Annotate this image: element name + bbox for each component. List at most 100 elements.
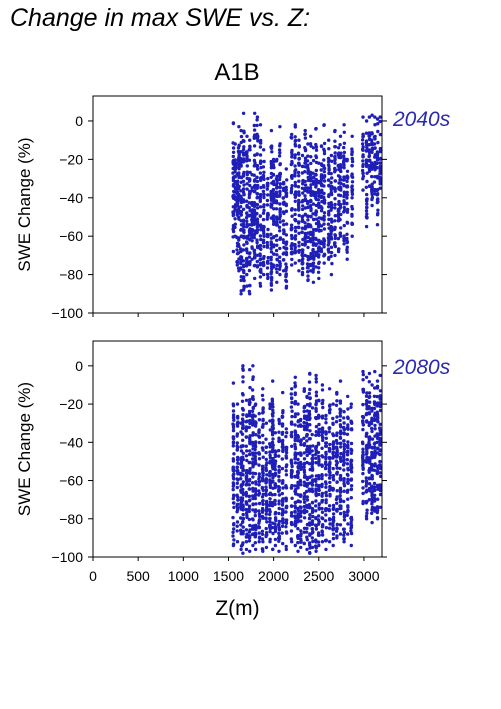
data-point <box>346 449 350 453</box>
data-point <box>375 117 380 121</box>
data-point <box>298 514 303 519</box>
data-point <box>257 472 261 476</box>
data-point <box>278 125 282 129</box>
data-point <box>258 252 262 256</box>
data-point <box>277 537 282 541</box>
data-point <box>231 161 235 165</box>
data-point <box>327 430 331 434</box>
data-point <box>268 497 272 501</box>
data-point <box>329 229 333 233</box>
data-point <box>257 531 261 535</box>
data-point <box>345 458 349 462</box>
data-point <box>342 416 346 420</box>
data-point <box>349 402 353 406</box>
data-point <box>297 259 301 263</box>
data-point <box>308 239 313 243</box>
data-point <box>350 214 354 218</box>
data-point <box>275 243 279 247</box>
data-point <box>231 249 236 254</box>
data-point <box>261 488 265 492</box>
data-point <box>349 520 353 524</box>
data-point <box>301 191 305 195</box>
data-point <box>255 238 259 242</box>
data-point <box>314 446 318 450</box>
data-point <box>257 418 262 422</box>
data-point <box>241 480 245 484</box>
data-point <box>310 449 314 453</box>
data-point <box>284 497 288 501</box>
data-point <box>349 543 353 548</box>
data-point <box>317 459 321 463</box>
data-point <box>258 224 263 228</box>
data-point <box>232 415 236 419</box>
data-point <box>284 209 289 213</box>
data-point <box>364 185 368 189</box>
data-point <box>373 369 377 374</box>
data-point <box>278 202 282 206</box>
data-point <box>289 233 294 238</box>
data-point <box>235 422 239 426</box>
data-point <box>293 169 297 173</box>
data-point <box>361 459 366 464</box>
data-point <box>281 238 285 242</box>
data-point <box>245 532 249 536</box>
data-point <box>375 379 380 383</box>
data-point <box>328 480 332 485</box>
data-point <box>305 535 309 539</box>
data-point <box>244 547 249 552</box>
data-point <box>378 485 383 490</box>
data-point <box>253 414 257 418</box>
data-point <box>254 421 258 425</box>
data-point <box>350 185 354 189</box>
data-point <box>259 185 263 190</box>
data-point <box>290 257 294 262</box>
data-point <box>297 240 301 245</box>
data-point <box>231 543 236 548</box>
data-point <box>257 440 262 445</box>
data-point <box>255 265 260 269</box>
data-point <box>265 187 269 191</box>
data-point <box>239 175 243 179</box>
data-point <box>277 225 282 229</box>
data-point <box>270 150 274 154</box>
data-point <box>372 464 377 468</box>
data-point <box>317 266 321 270</box>
data-point <box>265 232 270 237</box>
data-point <box>306 239 310 244</box>
data-point <box>308 423 312 427</box>
data-point <box>378 132 383 137</box>
data-point <box>335 501 339 505</box>
data-point <box>239 163 243 167</box>
data-point <box>334 420 339 424</box>
data-point <box>240 520 245 524</box>
data-point <box>240 392 245 396</box>
data-point <box>277 499 281 503</box>
data-point <box>268 406 272 411</box>
data-point <box>242 183 246 187</box>
data-point <box>245 284 249 288</box>
data-point <box>252 158 257 163</box>
data-point <box>258 140 263 145</box>
data-point <box>361 159 365 163</box>
data-point <box>342 515 347 519</box>
data-point <box>270 504 275 508</box>
data-point <box>293 229 298 233</box>
data-point <box>235 447 239 452</box>
data-point <box>308 429 312 433</box>
data-point <box>231 146 236 150</box>
data-point <box>269 255 273 259</box>
data-point <box>232 527 236 531</box>
data-point <box>327 504 332 508</box>
data-point <box>370 409 374 413</box>
data-point <box>342 175 346 179</box>
data-point <box>277 522 281 526</box>
data-point <box>335 450 339 454</box>
data-point <box>314 516 318 520</box>
data-point <box>308 444 312 448</box>
data-point <box>303 242 307 246</box>
data-point <box>378 452 382 457</box>
data-point <box>342 130 346 134</box>
data-point <box>253 487 258 491</box>
data-point <box>273 453 277 457</box>
